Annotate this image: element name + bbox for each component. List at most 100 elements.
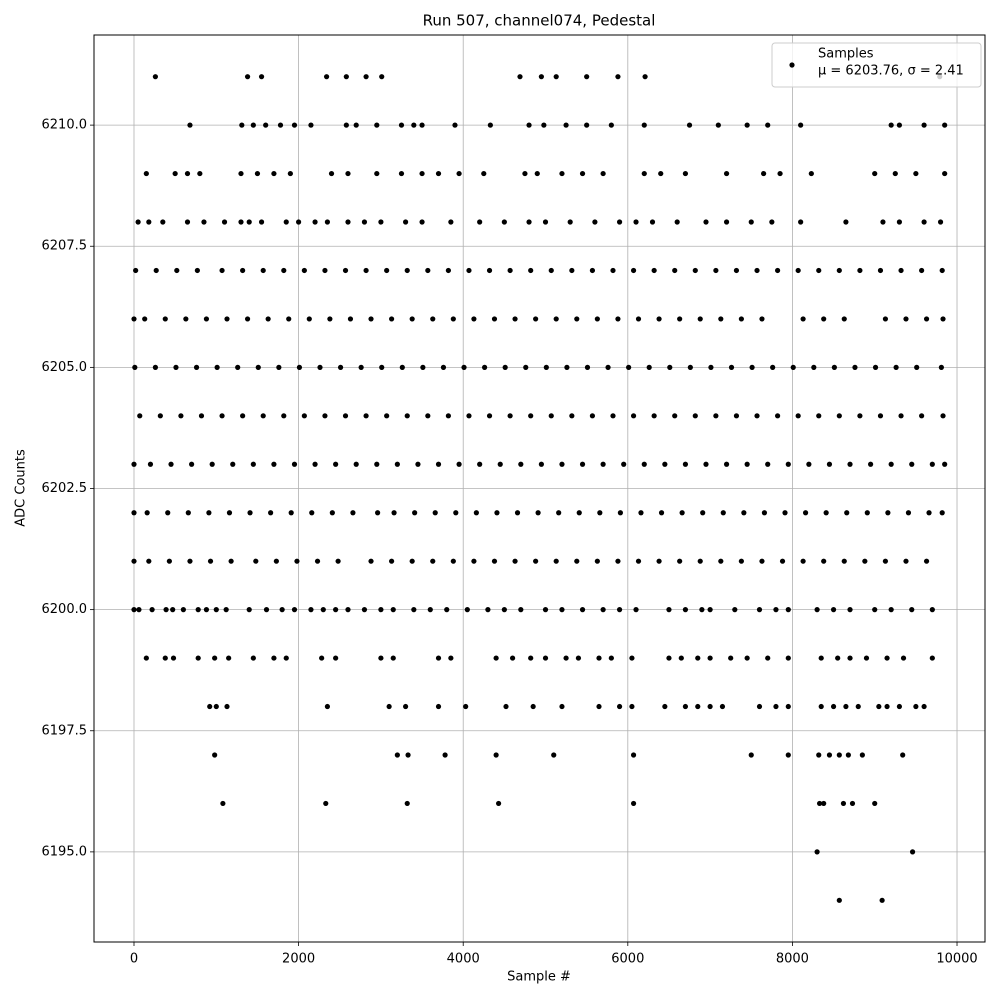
point (226, 655, 232, 661)
point (754, 413, 760, 419)
point (207, 703, 213, 710)
point (374, 170, 380, 177)
point (526, 219, 532, 225)
point (535, 510, 541, 516)
point (800, 316, 806, 322)
point (333, 461, 339, 467)
point (672, 267, 678, 274)
point (563, 122, 569, 128)
point (342, 413, 349, 419)
point (880, 219, 886, 225)
point (491, 558, 498, 564)
point (378, 655, 384, 661)
point (754, 267, 760, 274)
point (821, 800, 827, 807)
point (718, 558, 724, 564)
point (448, 655, 454, 661)
point (818, 655, 824, 661)
point (818, 703, 824, 710)
point (666, 607, 672, 613)
point (543, 364, 549, 370)
point (135, 219, 141, 225)
point (556, 510, 562, 516)
point (363, 267, 369, 274)
point (152, 74, 158, 80)
point (836, 752, 842, 758)
point (283, 219, 289, 225)
point (774, 413, 781, 419)
point (471, 558, 477, 564)
point (235, 364, 241, 370)
point (411, 122, 417, 128)
point (329, 510, 335, 516)
point (296, 219, 302, 225)
point (226, 510, 233, 516)
point (281, 267, 287, 274)
point (589, 413, 596, 419)
point (798, 122, 804, 128)
point (240, 413, 246, 419)
point (830, 607, 837, 613)
point (835, 655, 841, 661)
point (228, 558, 234, 564)
point (674, 219, 680, 225)
point (335, 558, 341, 564)
point (399, 364, 405, 370)
point (700, 510, 706, 516)
point (333, 607, 339, 613)
point (157, 413, 163, 419)
point (247, 510, 253, 516)
point (872, 364, 879, 370)
point (630, 267, 637, 274)
point (390, 655, 396, 661)
point (301, 267, 307, 274)
point (308, 122, 314, 128)
point (733, 267, 740, 274)
point (528, 413, 534, 419)
point (435, 461, 442, 467)
point (666, 655, 672, 661)
chart-title: Run 507, channel074, Pedestal (423, 12, 656, 30)
point (448, 219, 454, 225)
point (877, 267, 884, 274)
point (317, 364, 323, 370)
y-tick-label: 6195.0 (42, 844, 88, 859)
point (608, 122, 614, 128)
point (517, 74, 523, 80)
point (224, 316, 230, 322)
point (133, 267, 139, 274)
point (559, 170, 565, 177)
point (621, 461, 627, 467)
point (909, 607, 915, 613)
point (579, 461, 586, 467)
point (574, 316, 580, 322)
point (170, 607, 176, 613)
point (153, 267, 159, 274)
point (172, 170, 178, 177)
point (896, 219, 903, 225)
point (633, 219, 639, 225)
point (374, 122, 380, 128)
point (876, 703, 882, 710)
point (131, 510, 137, 516)
point (888, 607, 894, 613)
point (174, 267, 180, 274)
point (384, 413, 390, 419)
point (201, 219, 207, 225)
point (185, 510, 191, 516)
point (885, 510, 891, 516)
point (909, 849, 916, 855)
point (375, 510, 381, 516)
point (777, 170, 783, 177)
point (309, 510, 315, 516)
point (662, 703, 668, 710)
y-axis-label: ADC Counts (14, 449, 29, 527)
point (662, 461, 668, 467)
point (398, 170, 405, 177)
x-axis-label: Sample # (507, 970, 571, 985)
point (528, 267, 534, 274)
point (404, 413, 410, 419)
point (921, 122, 927, 128)
point (136, 607, 142, 613)
x-tick-label: 8000 (776, 952, 809, 967)
